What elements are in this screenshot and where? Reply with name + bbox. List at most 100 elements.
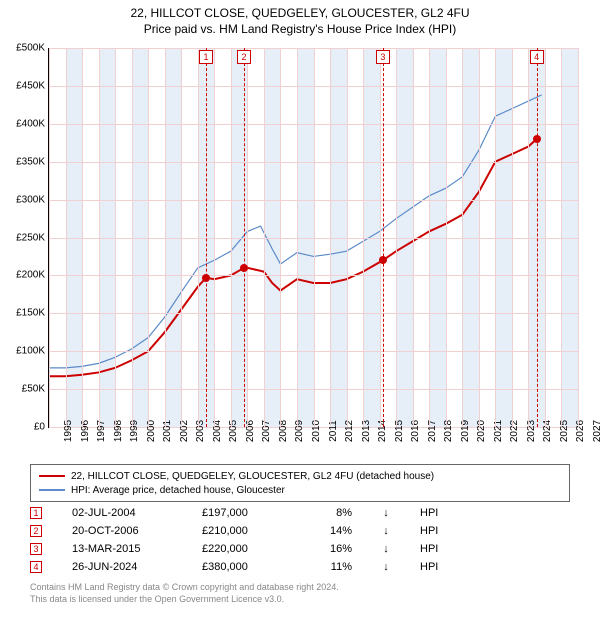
gridline-v: [231, 48, 232, 427]
gridline-v: [148, 48, 149, 427]
gridline-v: [363, 48, 364, 427]
gridline-v: [462, 48, 463, 427]
y-axis-label: £100K: [16, 346, 45, 357]
plot-region: £0£50K£100K£150K£200K£250K£300K£350K£400…: [48, 48, 578, 428]
gridline-v: [49, 48, 50, 427]
gridline-v: [396, 48, 397, 427]
sale-date: 13-MAR-2015: [72, 543, 172, 555]
sale-marker-point: [240, 264, 248, 272]
sale-date: 26-JUN-2024: [72, 561, 172, 573]
sale-marker-line: [244, 48, 245, 427]
sales-row: 3 13-MAR-2015 £220,000 16% ↓ HPI: [30, 540, 570, 558]
gridline-v: [413, 48, 414, 427]
legend-label: 22, HILLCOT CLOSE, QUEDGELEY, GLOUCESTER…: [71, 471, 434, 482]
y-axis-label: £450K: [16, 80, 45, 91]
gridline-v: [165, 48, 166, 427]
gridline-v: [330, 48, 331, 427]
gridline-v: [314, 48, 315, 427]
gridline-v: [512, 48, 513, 427]
sale-pct: 11%: [312, 561, 352, 573]
legend-item: HPI: Average price, detached house, Glou…: [39, 483, 561, 497]
sale-pct: 14%: [312, 525, 352, 537]
sales-row: 102-JUL-2004£197,0008%↓HPI: [30, 504, 570, 522]
sale-date: 02-JUL-2004: [72, 507, 172, 519]
series-line: [49, 95, 542, 368]
gridline-v: [495, 48, 496, 427]
gridline-v: [561, 48, 562, 427]
chart-title-address: 22, HILLCOT CLOSE, QUEDGELEY, GLOUCESTER…: [0, 6, 600, 20]
gridline-v: [82, 48, 83, 427]
gridline-v: [479, 48, 480, 427]
x-axis-label: 2027: [578, 420, 600, 442]
sale-hpi-label: HPI: [420, 507, 450, 519]
gridline-v: [66, 48, 67, 427]
sale-marker-line: [383, 48, 384, 427]
y-axis-label: £150K: [16, 308, 45, 319]
gridline-v: [280, 48, 281, 427]
y-axis-label: £200K: [16, 270, 45, 281]
sale-row-badge: 1: [30, 507, 42, 519]
sale-marker-point: [533, 135, 541, 143]
sales-row: 4 26-JUN-2024 £380,000 11% ↓ HPI: [30, 558, 570, 576]
y-axis-label: £500K: [16, 43, 45, 54]
sale-marker-line: [537, 48, 538, 427]
sale-date: 20-OCT-2006: [72, 525, 172, 537]
sale-hpi-label: HPI: [420, 543, 450, 555]
gridline-v: [181, 48, 182, 427]
gridline-v: [247, 48, 248, 427]
y-axis-label: £0: [34, 422, 45, 433]
gridline-v: [347, 48, 348, 427]
gridline-v: [198, 48, 199, 427]
sale-price: £220,000: [202, 543, 282, 555]
sale-price: £380,000: [202, 561, 282, 573]
gridline-v: [429, 48, 430, 427]
down-arrow-icon: ↓: [382, 525, 390, 537]
footer-line: This data is licensed under the Open Gov…: [30, 594, 339, 606]
sales-table: 102-JUL-2004£197,0008%↓HPI220-OCT-2006£2…: [30, 504, 570, 576]
gridline-v: [99, 48, 100, 427]
legend: 22, HILLCOT CLOSE, QUEDGELEY, GLOUCESTER…: [30, 464, 570, 502]
chart-subtitle: Price paid vs. HM Land Registry's House …: [0, 22, 600, 36]
y-axis-label: £50K: [22, 384, 45, 395]
sale-marker-badge: 2: [237, 50, 251, 64]
sale-hpi-label: HPI: [420, 525, 450, 537]
sale-pct: 8%: [312, 507, 352, 519]
sale-pct: 16%: [312, 543, 352, 555]
footer-line: Contains HM Land Registry data © Crown c…: [30, 582, 339, 594]
down-arrow-icon: ↓: [382, 507, 390, 519]
sale-price: £210,000: [202, 525, 282, 537]
gridline-v: [132, 48, 133, 427]
sale-marker-point: [379, 256, 387, 264]
sale-hpi-label: HPI: [420, 561, 450, 573]
legend-swatch: [39, 475, 65, 477]
down-arrow-icon: ↓: [382, 543, 390, 555]
y-axis-label: £250K: [16, 232, 45, 243]
sale-row-badge: 2: [30, 525, 42, 537]
y-axis-label: £350K: [16, 156, 45, 167]
footer-attribution: Contains HM Land Registry data © Crown c…: [30, 582, 339, 605]
gridline-v: [446, 48, 447, 427]
gridline-v: [528, 48, 529, 427]
gridline-v: [297, 48, 298, 427]
sale-marker-line: [206, 48, 207, 427]
down-arrow-icon: ↓: [382, 561, 390, 573]
legend-swatch: [39, 489, 65, 491]
sale-row-badge: 3: [30, 543, 42, 555]
sales-row: 2 20-OCT-2006 £210,000 14% ↓ HPI: [30, 522, 570, 540]
gridline-v: [115, 48, 116, 427]
sale-marker-badge: 1: [199, 50, 213, 64]
y-axis-label: £300K: [16, 194, 45, 205]
sale-marker-point: [202, 274, 210, 282]
sale-row-badge: 4: [30, 561, 42, 573]
y-axis-label: £400K: [16, 118, 45, 129]
gridline-v: [214, 48, 215, 427]
legend-item: 22, HILLCOT CLOSE, QUEDGELEY, GLOUCESTER…: [39, 469, 561, 483]
gridline-v: [380, 48, 381, 427]
chart-plot-area: £0£50K£100K£150K£200K£250K£300K£350K£400…: [48, 48, 578, 428]
legend-label: HPI: Average price, detached house, Glou…: [71, 485, 285, 496]
chart-container: 22, HILLCOT CLOSE, QUEDGELEY, GLOUCESTER…: [0, 0, 600, 620]
sale-marker-badge: 3: [376, 50, 390, 64]
gridline-v: [545, 48, 546, 427]
sale-marker-badge: 4: [530, 50, 544, 64]
title-block: 22, HILLCOT CLOSE, QUEDGELEY, GLOUCESTER…: [0, 0, 600, 36]
